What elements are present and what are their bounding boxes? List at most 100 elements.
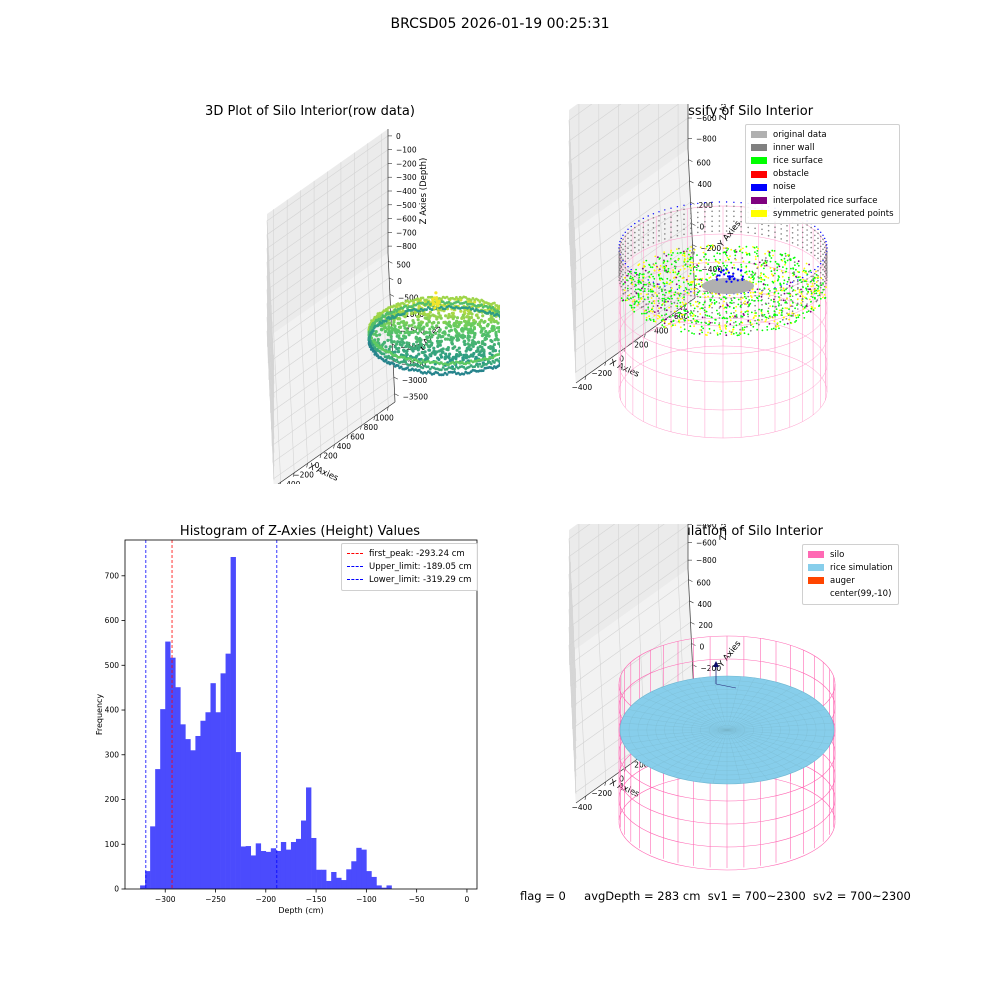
- legend-entry: interpolated rice surface: [751, 194, 894, 207]
- rice-surface-point: [651, 266, 654, 269]
- noise-point: [822, 260, 824, 262]
- rice-surface-point: [735, 324, 738, 327]
- inner-wall-point: [781, 271, 784, 274]
- symmetric-point: [772, 268, 775, 270]
- symmetric-point: [771, 273, 773, 276]
- rice-surface-point: [679, 311, 681, 314]
- inner-wall-point: [619, 269, 621, 272]
- rice-surface-point: [720, 330, 723, 333]
- rice-surface-point: [716, 309, 718, 312]
- inner-wall-point: [642, 300, 645, 303]
- inner-wall-point: [784, 255, 787, 257]
- rice-surface-point: [660, 288, 663, 291]
- rice-surface-point: [665, 298, 667, 301]
- raw-data-point: [437, 357, 441, 362]
- inner-wall-point: [733, 321, 735, 324]
- inner-wall-point: [664, 294, 666, 297]
- original-data-cluster: [702, 278, 754, 294]
- inner-wall-point: [627, 294, 629, 297]
- rice-surface-point: [729, 301, 732, 304]
- raw-data-point: [427, 348, 431, 352]
- raw-wall-point: [425, 308, 428, 311]
- rice-surface-point: [706, 245, 708, 248]
- inner-wall-point: [620, 285, 623, 288]
- rice-surface-point: [702, 327, 705, 330]
- inner-wall-point: [664, 223, 666, 225]
- rice-surface-point: [643, 312, 645, 315]
- inner-wall-point: [797, 286, 799, 289]
- rice-surface-point: [776, 279, 779, 282]
- raw-wall-point: [375, 354, 379, 358]
- inner-wall-point: [806, 224, 808, 226]
- raw-wall-point: [464, 367, 468, 371]
- rice-surface-point: [798, 279, 801, 282]
- rice-surface-point: [725, 254, 728, 257]
- raw-data-point: [457, 320, 461, 324]
- raw-data-point: [469, 354, 473, 358]
- y-tick: [690, 621, 695, 625]
- noise-point: [622, 234, 624, 236]
- symmetric-point: [669, 271, 671, 274]
- rice-surface-point: [753, 277, 755, 279]
- inner-wall-point: [749, 329, 752, 332]
- rice-surface-point: [743, 326, 746, 329]
- raw-data-point: [477, 353, 481, 357]
- inner-wall-point: [791, 305, 794, 307]
- noise-point: [820, 231, 822, 233]
- inner-wall-point: [814, 292, 816, 295]
- inner-wall-point: [645, 303, 648, 306]
- rice-surface-point: [788, 308, 790, 310]
- rice-surface-point: [805, 287, 807, 290]
- rice-surface-point: [753, 300, 755, 302]
- inner-wall-point: [797, 244, 799, 246]
- rice-surface-point: [703, 301, 706, 304]
- rice-surface-point: [694, 278, 697, 281]
- rice-surface-point: [634, 283, 637, 286]
- symmetric-point: [801, 295, 804, 298]
- inner-wall-point: [620, 251, 623, 254]
- symmetric-point: [781, 259, 784, 262]
- inner-wall-point: [681, 315, 683, 318]
- symmetric-point: [745, 303, 748, 306]
- rice-surface-point: [691, 312, 694, 315]
- symmetric-point: [794, 314, 797, 317]
- inner-wall-point: [634, 241, 636, 244]
- rice-surface-point: [664, 300, 667, 303]
- rice-surface-point: [766, 329, 769, 331]
- histogram-bar: [381, 887, 387, 889]
- raw-data-point: [391, 323, 395, 327]
- inner-wall-point: [711, 215, 713, 218]
- symmetric-point: [706, 334, 708, 336]
- raw-data-point: [419, 342, 423, 346]
- symmetric-point: [735, 305, 738, 308]
- y-tick-label: 0: [397, 277, 402, 286]
- interpolated-point: [682, 250, 685, 253]
- rice-surface-point: [626, 279, 628, 281]
- interpolated-point: [644, 269, 647, 272]
- inner-wall-point: [791, 232, 794, 234]
- inner-wall-point: [695, 322, 698, 324]
- rice-surface-point: [641, 273, 644, 276]
- rice-surface-point: [639, 288, 641, 291]
- rice-surface-point: [698, 269, 701, 272]
- raw-data-point: [491, 349, 495, 353]
- rice-surface-point: [713, 299, 716, 302]
- raw-data-point: [497, 326, 500, 330]
- y-grid-line: [574, 227, 694, 352]
- symmetric-point: [653, 269, 656, 272]
- rice-surface-point: [661, 297, 664, 300]
- inner-wall-point: [647, 308, 649, 310]
- rice-surface-point: [769, 290, 771, 292]
- rice-surface-point: [634, 288, 637, 291]
- legend-label: obstacle: [773, 169, 809, 180]
- noise-point: [817, 228, 819, 230]
- histogram-bar: [301, 820, 307, 889]
- rice-surface-point: [632, 278, 635, 281]
- symmetric-point: [674, 310, 676, 313]
- histogram-bar: [321, 869, 327, 889]
- inner-wall-point: [676, 224, 679, 227]
- rice-surface-point: [712, 274, 715, 276]
- inner-wall-point: [725, 322, 728, 324]
- symmetric-point: [731, 315, 734, 318]
- silo-wire-ring: [618, 261, 828, 355]
